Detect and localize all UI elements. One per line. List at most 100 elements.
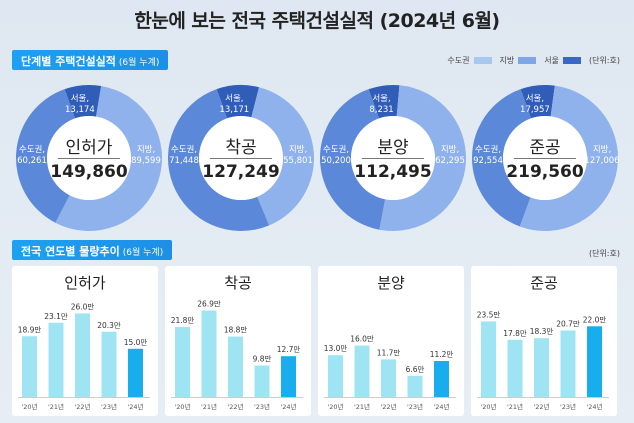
bar: [560, 330, 576, 397]
bar: [281, 356, 296, 397]
donut-svg: [320, 85, 466, 231]
donut-chart-start: 착공 127,249 서울, 13,171 지방, 55,801 수도권, 71,448: [166, 83, 316, 233]
slice-name: 서울,: [372, 94, 391, 104]
slice-name: 지방,: [440, 145, 460, 155]
bar-category-label: '23년: [101, 402, 117, 411]
donut-slice-seoul: [216, 85, 260, 119]
page-title: 한눈에 보는 전국 주택건설실적 (2024년 6월): [134, 10, 500, 32]
section-label-stage-text: 단계별 주택건설실적: [21, 55, 116, 68]
bar-category-label: '22년: [74, 402, 90, 411]
bar-value-label: 9.8만: [253, 355, 272, 364]
bar-value-label: 23.5만: [477, 310, 501, 319]
legend-label-local: 지방: [499, 56, 515, 65]
bar-panel-permit: 인허가 18.9만 '20년 23.1만 '21년 26.0만 '22년 20.3만 '23년 1…: [12, 266, 158, 416]
legend-label-capital: 수도권: [447, 56, 470, 65]
bar-category-label: '20년: [480, 402, 496, 411]
bar-category-label: '22년: [533, 402, 549, 411]
bar-category-label: '24년: [127, 402, 143, 411]
donut-slice-local: [251, 87, 314, 226]
bar-value-label: 18.3만: [530, 327, 554, 336]
bar: [254, 365, 270, 397]
legend-item-local: 지방: [500, 55, 537, 66]
bar-value-label: 11.2만: [430, 350, 454, 359]
slice-value: 8,231: [369, 105, 394, 115]
slice-name: 서울,: [225, 94, 244, 104]
bar-category-label: '23년: [560, 402, 576, 411]
donut-slice-capital: [320, 89, 386, 230]
donut-svg: [472, 85, 618, 231]
donut-slice-label-seoul: 서울, 13,171: [212, 94, 256, 116]
donut-slice-label-capital: 수도권, 92,554: [466, 145, 510, 167]
bar-chart-svg: 23.5만 '20년 17.8만 '21년 18.3만 '22년 20.7만 '23년 22.0…: [477, 310, 609, 411]
bar-value-label: 18.9만: [18, 325, 42, 334]
donut-slice-label-seoul: 서울, 13,174: [58, 94, 102, 116]
bar: [101, 331, 117, 397]
bar-chart-svg: 18.9만 '20년 23.1만 '21년 26.0만 '22년 20.3만 '23년 15.0…: [18, 302, 150, 411]
bar: [481, 321, 496, 397]
slice-name: 수도권,: [170, 145, 198, 155]
bar: [587, 326, 602, 397]
donut-slice-label-capital: 수도권, 60,261: [10, 145, 54, 167]
donut-slice-label-seoul: 서울, 8,231: [360, 94, 404, 116]
bar-category-label: '20년: [327, 402, 343, 411]
bar-value-label: 16.0만: [350, 335, 374, 344]
bar-category-label: '21년: [507, 402, 523, 411]
bar-value-label: 20.3만: [97, 321, 121, 330]
bar-category-label: '23년: [407, 402, 423, 411]
legend-item-seoul: 서울: [544, 55, 581, 66]
legend-swatch-capital: [473, 57, 492, 64]
slice-value: 55,801: [283, 156, 313, 166]
donut-chart-completion: 준공 219,560 서울, 17,957 지방, 127,006 수도권, 92,554: [470, 83, 620, 233]
donut-slice-label-capital: 수도권, 71,448: [162, 145, 206, 167]
donut-center-divider: [210, 158, 272, 159]
donut-slice-label-local: 지방, 127,006: [580, 145, 624, 167]
bar-panel-title: 분양: [377, 274, 405, 292]
bar-category-label: '20년: [174, 402, 190, 411]
bar: [434, 361, 449, 397]
slice-value: 60,261: [17, 156, 47, 166]
donut-center-title: 인허가: [65, 138, 113, 158]
slice-value: 127,006: [584, 156, 620, 166]
bar: [354, 345, 370, 397]
donut-slice-local: [379, 85, 466, 231]
donut-center-divider: [58, 158, 120, 159]
donut-slice-capital: [15, 89, 75, 223]
donut-center-total: 127,249: [202, 162, 280, 182]
donut-slice-capital: [472, 89, 531, 227]
bar-panel-sale: 분양 13.0만 '20년 16.0만 '21년 11.7만 '22년 6.6만 '23년 11.…: [318, 266, 464, 416]
legend: 수도권 지방 서울 (단위:호): [439, 55, 620, 66]
slice-name: 수도권,: [18, 145, 46, 155]
donut-slice-local: [519, 85, 618, 231]
slice-name: 지방,: [136, 145, 156, 155]
donut-center-divider: [514, 158, 576, 159]
slice-name: 지방,: [288, 145, 308, 155]
bar: [381, 359, 396, 397]
donut-chart-permit: 인허가 149,860 서울, 13,174 지방, 89,599 수도권, 60,261: [14, 83, 164, 233]
bar-panel-title: 착공: [224, 274, 252, 292]
bar-chart-svg: 21.8만 '20년 26.9만 '21년 18.8만 '22년 9.8만 '23년 12.7만…: [171, 300, 303, 411]
bar-panel-completion: 준공 23.5만 '20년 17.8만 '21년 18.3만 '22년 20.7만 '23년 22…: [471, 266, 617, 416]
donut-slice-local: [55, 86, 163, 232]
bar-value-label: 26.0만: [71, 302, 95, 311]
donut-slice-capital: [168, 89, 270, 231]
slice-value: 17,957: [520, 105, 550, 115]
donut-slice-seoul: [520, 85, 555, 119]
bar-chart-svg: 13.0만 '20년 16.0만 '21년 11.7만 '22년 6.6만 '23년 11.2만…: [324, 335, 456, 411]
bar: [328, 355, 343, 397]
slice-value: 89,599: [131, 156, 161, 166]
bar-value-label: 21.8만: [171, 316, 195, 325]
bar-category-label: '23년: [254, 402, 270, 411]
donut-slice-label-local: 지방, 62,295: [428, 145, 472, 167]
donut-slice-seoul: [368, 85, 400, 119]
bar-category-label: '24년: [280, 402, 296, 411]
slice-name: 서울,: [525, 94, 545, 104]
donut-slice-label-seoul: 서울, 17,957: [513, 94, 557, 116]
section-label-yearly: 전국 연도별 물량추이 (6월 누계): [12, 240, 173, 260]
bar-value-label: 13.0만: [324, 344, 348, 353]
bar-panel-title: 인허가: [64, 274, 106, 292]
legend-unit: (단위:호): [588, 56, 620, 65]
slice-value: 92,554: [473, 156, 503, 166]
legend-swatch-seoul: [562, 57, 581, 64]
bar-category-label: '24년: [433, 402, 449, 411]
bar: [75, 313, 90, 397]
